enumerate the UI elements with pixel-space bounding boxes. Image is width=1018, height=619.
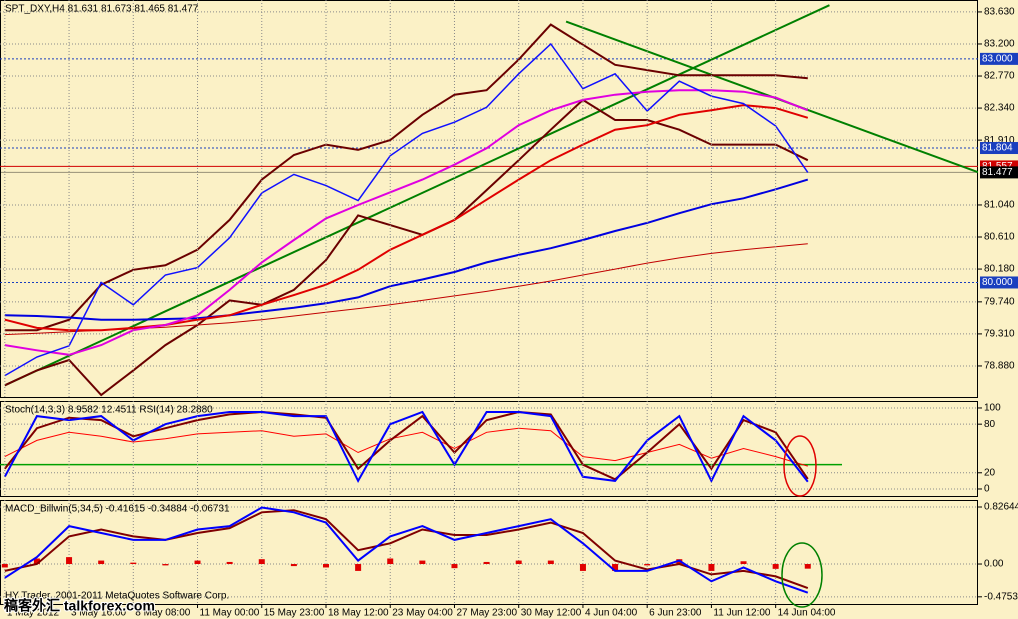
y-tick-label: 80.180 <box>984 264 1015 275</box>
histogram-bar <box>547 560 554 565</box>
histogram-bar <box>130 562 137 565</box>
histogram-bar <box>1 564 8 568</box>
price-label: 81.804 <box>982 143 1013 154</box>
series-line <box>4 506 809 594</box>
histogram-bar <box>772 564 779 569</box>
histogram-bar <box>804 564 811 569</box>
copyright: HY Trader, 2001-2011 MetaQuotes Software… <box>5 591 229 602</box>
series-line <box>4 23 808 332</box>
price-label: 83.000 <box>982 54 1013 65</box>
y-tick-label: 20 <box>984 467 996 478</box>
price-label-bg <box>980 142 1018 155</box>
x-tick-label: 8 May 08:00 <box>135 608 190 619</box>
histogram-bar <box>708 564 715 571</box>
histogram-bar <box>290 564 297 567</box>
histogram-bar <box>226 561 233 565</box>
histogram-bar <box>323 564 329 568</box>
price-label-bg <box>980 276 1018 289</box>
highlight-ellipse <box>783 435 817 497</box>
histogram-bar <box>483 561 490 565</box>
macd-frame <box>0 500 978 605</box>
series-line <box>4 410 809 481</box>
series-line <box>4 104 809 332</box>
x-tick-label: 18 May 12:00 <box>328 608 389 619</box>
histogram-bar <box>387 558 394 565</box>
histogram-bar <box>33 558 40 565</box>
histogram-bar <box>194 560 201 565</box>
histogram-bar <box>98 560 105 565</box>
y-tick-label: 0.82644 <box>984 502 1018 513</box>
series-line <box>4 427 808 467</box>
y-tick-label: 80.610 <box>984 232 1015 243</box>
y-tick-label: 83.630 <box>984 7 1015 18</box>
main-plot <box>0 0 978 398</box>
panel-title: SPT_DXY,H4 81.631 81.673 81.465 81.477 <box>5 4 199 15</box>
y-tick-label: 82.770 <box>984 71 1015 82</box>
y-tick-label: 78.880 <box>984 361 1015 372</box>
histogram-bar <box>579 564 586 571</box>
x-tick-label: 4 Jun 04:00 <box>585 608 638 619</box>
histogram-bar <box>644 564 651 566</box>
series-line <box>4 98 809 397</box>
y-tick-label: -0.47532 <box>984 591 1018 602</box>
y-tick-label: 0.00 <box>984 559 1004 570</box>
x-tick-label: 14 Jun 04:00 <box>778 608 836 619</box>
x-tick-label: 27 May 23:00 <box>456 608 517 619</box>
y-tick-label: 81.040 <box>984 200 1015 211</box>
price-label: 80.000 <box>982 277 1013 288</box>
histogram-bar <box>419 560 426 565</box>
main-frame <box>0 0 978 398</box>
series-line <box>3 410 809 484</box>
x-tick-label: 11 May 00:00 <box>200 608 260 619</box>
macd-plot <box>0 500 978 605</box>
x-tick-label: 6 Jun 23:00 <box>649 608 702 619</box>
y-tick-label: 81.910 <box>984 135 1015 146</box>
histogram-bar <box>515 560 522 565</box>
stoch-plot <box>0 401 978 497</box>
x-tick-label: 1 May 2012 <box>7 608 60 619</box>
panel-title: MACD_Billwin(5,34,5) -0.41615 -0.34884 -… <box>5 504 230 515</box>
histogram-bar <box>451 564 458 569</box>
x-tick-label: 3 May 16:00 <box>71 608 126 619</box>
series-line <box>4 509 809 590</box>
y-tick-label: 82.340 <box>984 103 1015 114</box>
price-label-bg <box>980 166 1018 179</box>
series-line <box>4 42 809 377</box>
panel-title: Stoch(14,3,3) 8.9582 12.4511 RSI(14) 28.… <box>5 405 213 416</box>
price-label: 81.477 <box>982 167 1013 178</box>
series-line <box>4 178 809 321</box>
histogram-bar <box>612 564 619 571</box>
y-tick-label: 80 <box>984 419 996 430</box>
series-line <box>4 89 809 356</box>
watermark: 稿客外汇 talkforex.com <box>4 598 155 614</box>
histogram-bar <box>66 557 73 565</box>
axes: 83.630 83.200 82.770 82.340 81.910 81.040 80.6… <box>3 4 1018 619</box>
y-tick-label: 100 <box>984 403 1001 414</box>
highlight-ellipse <box>781 542 823 608</box>
histogram-bar <box>355 564 362 571</box>
histogram-bar <box>162 564 169 566</box>
x-tick-label: 30 May 12:00 <box>521 608 582 619</box>
y-tick-label: 0 <box>984 484 990 495</box>
x-tick-label: 23 May 04:00 <box>392 608 453 619</box>
x-tick-label: 15 May 23:00 <box>264 608 325 619</box>
x-tick-label: 11 Jun 12:00 <box>713 608 771 619</box>
histogram-bar <box>258 559 265 565</box>
y-tick-label: 79.310 <box>984 329 1015 340</box>
stoch-frame <box>0 401 978 497</box>
price-label-bg <box>980 52 1018 65</box>
y-tick-label: 79.740 <box>984 296 1015 307</box>
y-tick-label: 83.200 <box>984 39 1015 50</box>
histogram-bar <box>740 561 747 565</box>
